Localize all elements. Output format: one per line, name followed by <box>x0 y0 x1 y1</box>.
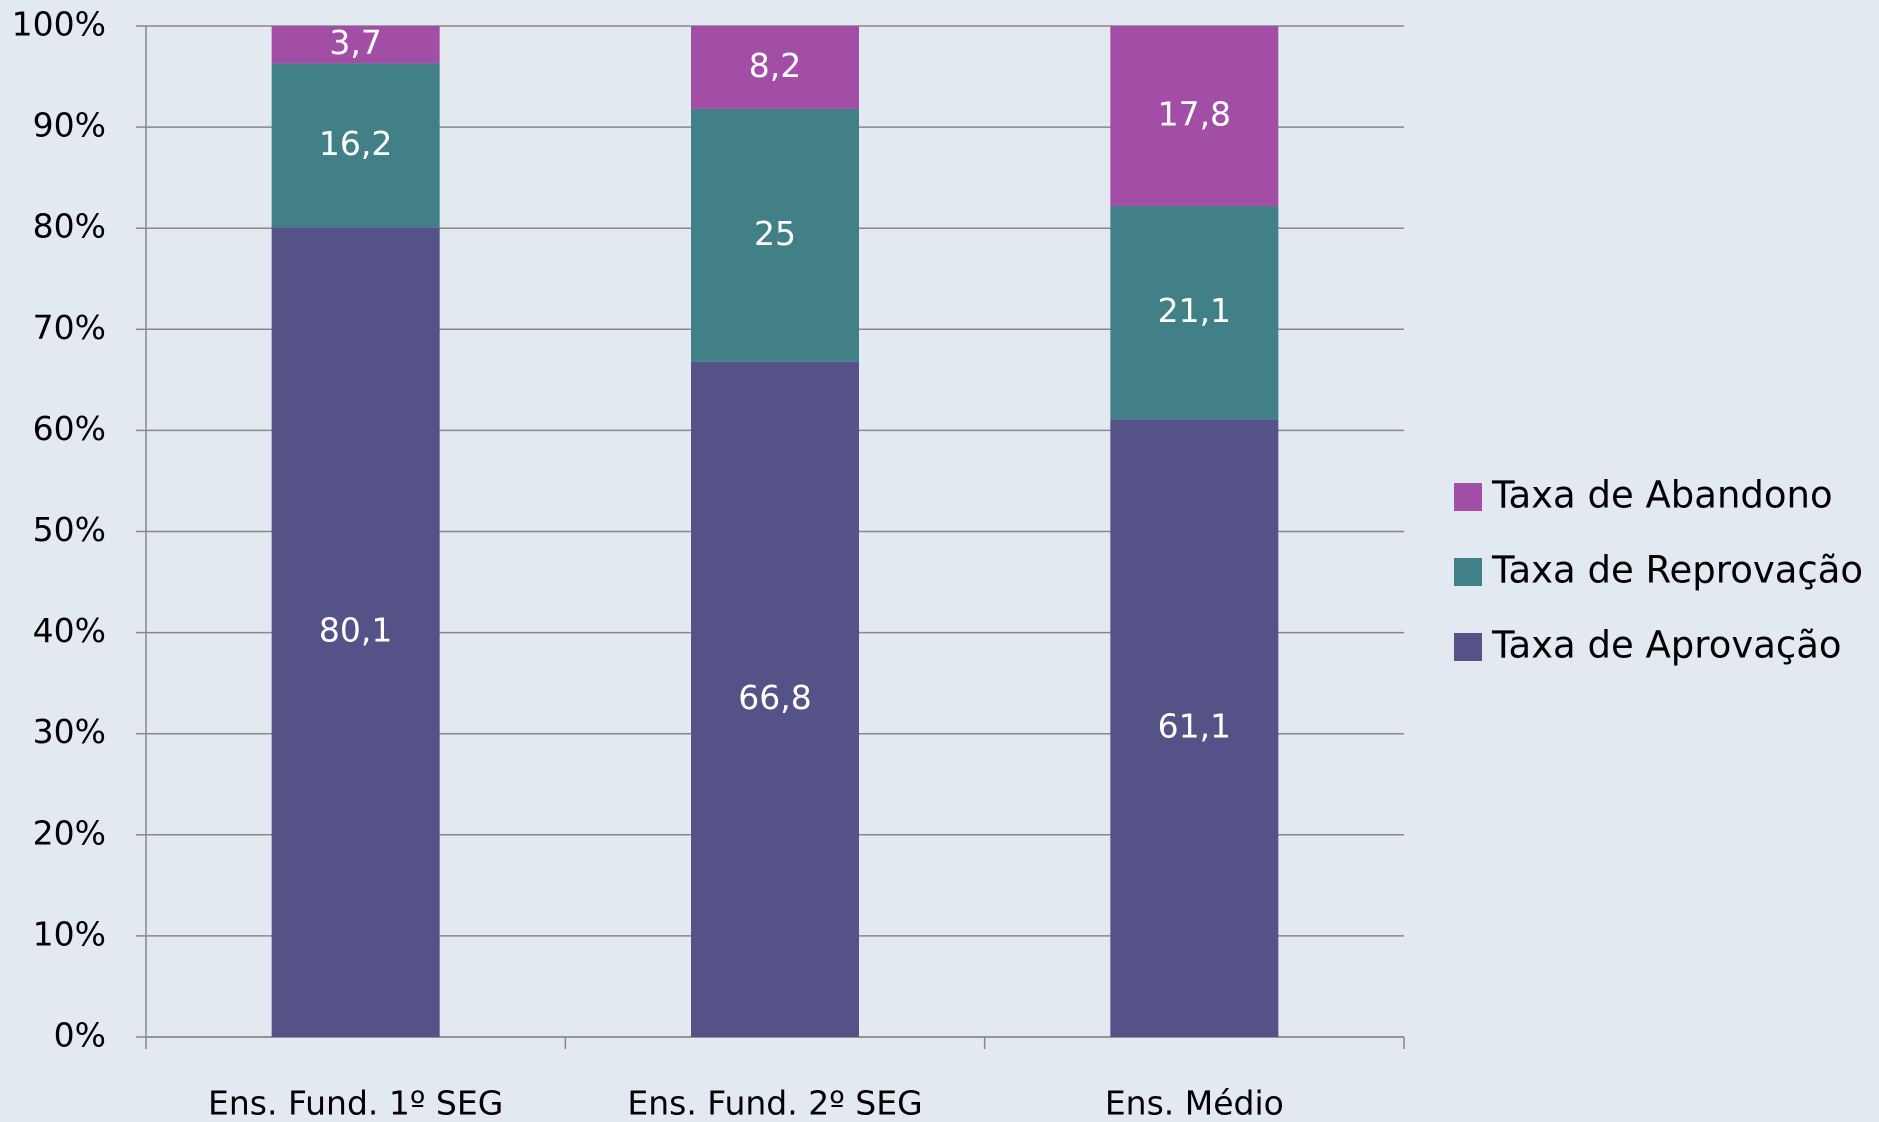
y-tick-label: 40% <box>33 611 106 650</box>
bar-segment <box>691 361 859 1038</box>
data-label: 16,2 <box>319 124 392 163</box>
data-label: 80,1 <box>319 611 392 650</box>
data-label: 8,2 <box>749 46 801 85</box>
legend-swatch <box>1454 483 1482 511</box>
bar-segment <box>271 26 440 64</box>
x-tick-label: Ens. Fund. 2º SEG <box>627 1084 922 1122</box>
legend-swatch <box>1454 633 1482 661</box>
y-tick-label: 70% <box>33 308 106 347</box>
data-label: 3,7 <box>329 23 381 62</box>
data-label: 17,8 <box>1158 94 1231 133</box>
y-tick-label: 0% <box>54 1016 106 1055</box>
bar-segment <box>1110 26 1279 206</box>
y-tick-label: 30% <box>33 712 106 751</box>
y-tick-label: 50% <box>33 510 106 549</box>
bar-segment <box>271 63 440 228</box>
data-label: 61,1 <box>1158 707 1231 746</box>
data-label: 66,8 <box>738 678 811 717</box>
legend-label: Taxa de Reprovação <box>1491 549 1863 592</box>
bar-segment <box>691 26 859 109</box>
y-tick-label: 10% <box>33 914 106 953</box>
x-tick-label: Ens. Fund. 1º SEG <box>208 1084 503 1122</box>
y-tick-label: 20% <box>33 813 106 852</box>
bar-segment <box>691 108 859 362</box>
bar-segment <box>1110 419 1279 1037</box>
legend-label: Taxa de Abandono <box>1491 474 1833 517</box>
bar-segment <box>1110 205 1279 420</box>
data-label: 21,1 <box>1158 291 1231 330</box>
bar-segment <box>271 227 440 1038</box>
y-tick-label: 90% <box>33 106 106 145</box>
legend-swatch <box>1454 558 1482 586</box>
x-tick-label: Ens. Médio <box>1105 1084 1284 1122</box>
y-tick-label: 80% <box>33 207 106 246</box>
legend-label: Taxa de Aprovação <box>1491 624 1842 667</box>
y-tick-label: 60% <box>33 409 106 448</box>
y-tick-label: 100% <box>12 5 106 44</box>
data-label: 25 <box>754 214 796 253</box>
